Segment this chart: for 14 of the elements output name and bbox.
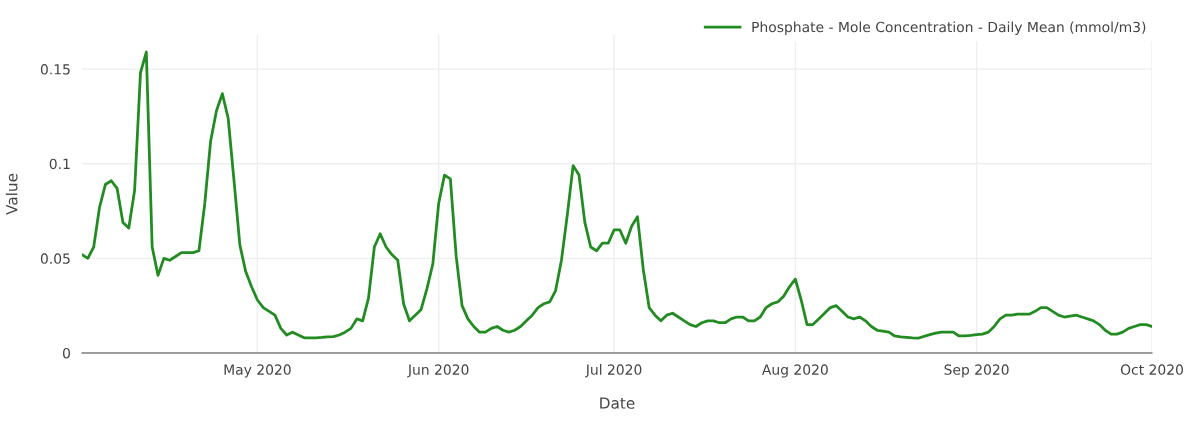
- x-tick-label: Jun 2020: [407, 364, 469, 378]
- x-tick-label: Jul 2020: [585, 364, 642, 378]
- x-tick-label: Aug 2020: [762, 364, 828, 378]
- legend-label: Phosphate - Mole Concentration - Daily Mean (mmol/m3): [752, 21, 1146, 35]
- x-tick-label: Sep 2020: [944, 364, 1009, 378]
- y-tick-label: 0.15: [40, 64, 70, 75]
- x-axis-title: Date: [600, 397, 635, 409]
- y-axis-title: Value: [5, 173, 18, 215]
- y-tick-label: 0.05: [40, 253, 70, 264]
- line-series: [82, 50, 1152, 340]
- x-tick-label: Oct 2020: [1120, 364, 1183, 375]
- y-tick-label: 0: [62, 347, 70, 359]
- y-tick-label: 0.1: [49, 158, 70, 170]
- x-tick-label: May 2020: [224, 364, 291, 378]
